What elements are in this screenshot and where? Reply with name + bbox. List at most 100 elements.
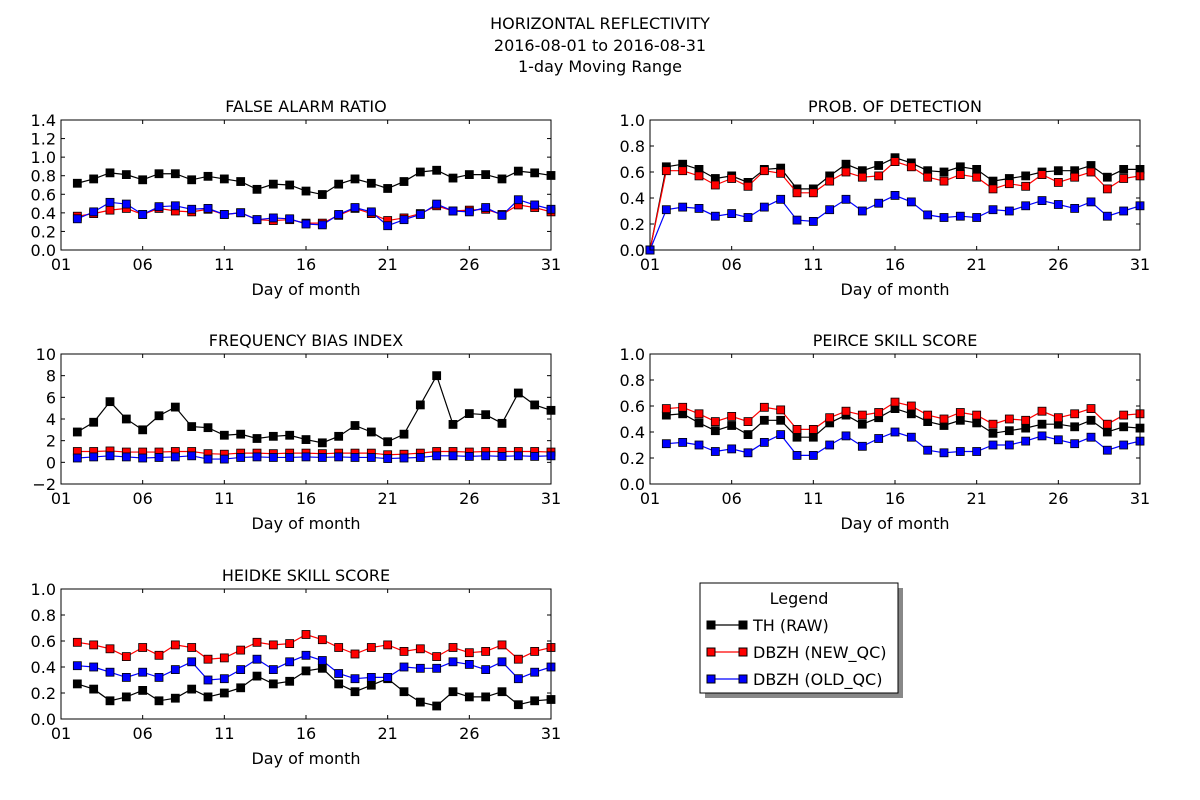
data-point <box>890 427 900 437</box>
data-point <box>776 405 786 415</box>
data-point <box>170 640 180 650</box>
x-tick-label: 21 <box>377 724 397 743</box>
series-line <box>649 157 1140 251</box>
data-point <box>187 684 197 694</box>
data-point <box>432 652 442 661</box>
data-point <box>1086 432 1096 442</box>
data-point <box>105 205 115 215</box>
data-point <box>1053 177 1063 187</box>
data-point <box>236 453 246 462</box>
y-tick-label: 0.4 <box>620 189 645 208</box>
data-point <box>383 454 393 463</box>
data-point <box>694 203 704 213</box>
series-3 <box>661 427 1145 460</box>
data-point <box>383 673 393 682</box>
data-point <box>138 453 148 463</box>
data-point <box>89 452 99 462</box>
data-point <box>350 674 360 684</box>
data-point <box>285 676 295 686</box>
data-point <box>906 401 916 411</box>
data-point <box>448 657 458 667</box>
y-tick-label: 0.8 <box>620 371 645 390</box>
data-point <box>252 654 262 664</box>
data-point <box>236 429 246 439</box>
data-point <box>448 451 458 461</box>
data-point <box>268 179 278 189</box>
data-point <box>252 215 262 225</box>
data-point <box>464 648 474 658</box>
data-point <box>857 172 867 182</box>
data-point <box>366 673 376 682</box>
series-1 <box>661 404 1145 442</box>
data-point <box>694 418 704 428</box>
series-line <box>77 633 552 660</box>
legend-label: DBZH (NEW_QC) <box>753 643 887 663</box>
data-point <box>497 418 507 428</box>
axes-frame <box>649 353 1141 485</box>
panel-2: PROB. OF DETECTION 01 06 11 16 21 26 31 0.0 0.2 0.… <box>620 97 1151 299</box>
data-point <box>170 169 180 179</box>
data-point <box>121 692 131 702</box>
legend-title: Legend <box>770 589 829 608</box>
data-point <box>678 166 688 176</box>
y-tick-label: 0.2 <box>31 684 56 703</box>
data-point <box>366 178 376 188</box>
data-point <box>939 448 949 458</box>
data-point <box>317 453 327 462</box>
data-point <box>874 408 884 417</box>
data-point <box>906 197 916 207</box>
data-point <box>1119 422 1129 432</box>
data-point <box>841 159 851 169</box>
data-point <box>105 644 115 654</box>
data-point <box>187 422 197 431</box>
panel-title: PEIRCE SKILL SCORE <box>813 331 978 350</box>
data-point <box>121 652 131 661</box>
series-line <box>77 204 552 224</box>
data-point <box>187 175 197 185</box>
data-point <box>334 669 344 678</box>
data-point <box>138 175 148 185</box>
data-point <box>154 202 164 212</box>
data-point <box>1119 164 1129 174</box>
series-line <box>649 160 1141 251</box>
series-line <box>77 169 552 196</box>
data-point <box>759 415 769 425</box>
data-point <box>1021 201 1031 211</box>
data-point <box>972 447 982 456</box>
data-point <box>661 404 671 414</box>
data-point <box>497 687 507 697</box>
data-point <box>350 174 360 184</box>
data-point <box>955 415 965 425</box>
data-point <box>1102 427 1112 437</box>
data-point <box>415 210 425 219</box>
data-point <box>1053 413 1063 423</box>
data-point <box>743 417 753 427</box>
data-point <box>743 213 753 222</box>
data-point <box>203 203 213 213</box>
series-1 <box>645 153 1145 255</box>
x-axis-label: Day of month <box>251 749 360 768</box>
data-point <box>415 644 425 654</box>
y-tick-label: 1.2 <box>31 130 56 149</box>
y-tick-label: 1.4 <box>31 111 56 130</box>
data-point <box>187 451 197 461</box>
data-point <box>268 431 278 441</box>
panel-title: PROB. OF DETECTION <box>808 97 982 116</box>
data-point <box>808 450 818 460</box>
data-point <box>906 432 916 442</box>
data-point <box>383 221 393 231</box>
x-tick-label: 01 <box>640 255 660 274</box>
data-point <box>1004 179 1014 189</box>
legend-marker <box>738 620 748 630</box>
data-point <box>710 426 720 436</box>
data-point <box>268 665 278 674</box>
data-point <box>154 453 164 462</box>
data-point <box>268 453 278 462</box>
data-point <box>874 161 884 170</box>
data-point <box>170 665 180 674</box>
y-tick-label: 0.4 <box>31 204 56 223</box>
data-point <box>792 188 802 198</box>
data-point <box>1070 172 1080 182</box>
data-point <box>138 686 148 695</box>
